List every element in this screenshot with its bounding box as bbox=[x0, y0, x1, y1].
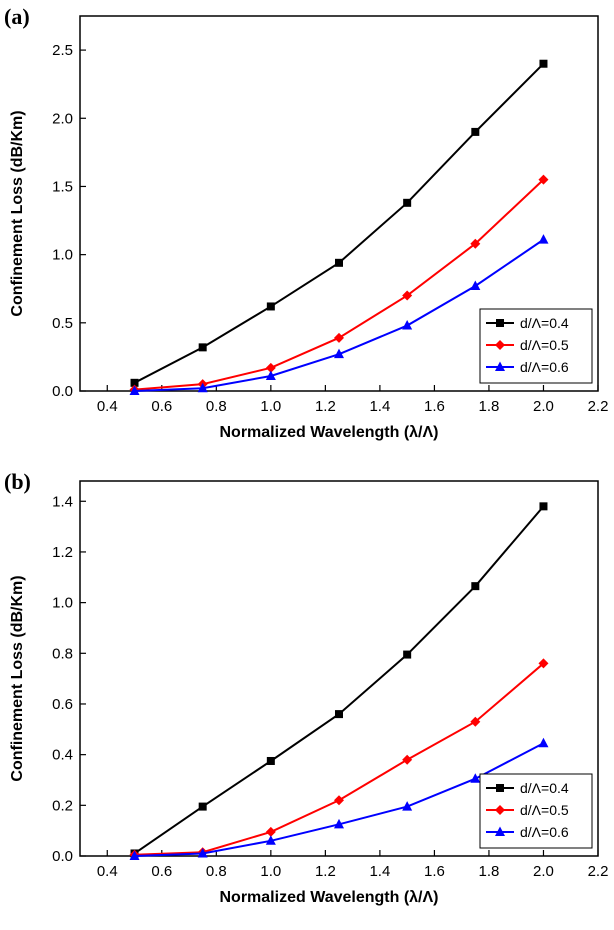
y-tick-label: 0.5 bbox=[52, 315, 73, 332]
plot-frame bbox=[79, 480, 599, 857]
data-point bbox=[334, 332, 344, 343]
data-point bbox=[335, 710, 343, 719]
data-point bbox=[470, 716, 481, 727]
legend-label: d/Λ=0.5 bbox=[520, 802, 569, 818]
chart-b: 0.4 0.6 0.8 1.0 1.2 1.4 1.6 1.8 2.0 2.2 0.0 0.2 0.4 0… bbox=[9, 480, 609, 906]
x-tick-label: 0.4 bbox=[97, 398, 118, 415]
data-point bbox=[265, 370, 276, 380]
data-point bbox=[471, 127, 480, 136]
y-tick-label: 1.0 bbox=[52, 595, 73, 612]
data-point bbox=[403, 198, 412, 207]
legend-marker bbox=[496, 784, 504, 792]
legend-marker bbox=[495, 826, 505, 836]
data-point bbox=[334, 795, 344, 806]
data-point bbox=[334, 348, 344, 359]
y-tick-label: 1.2 bbox=[52, 544, 73, 561]
data-point bbox=[402, 801, 413, 811]
legend-label: d/Λ=0.6 bbox=[520, 824, 569, 840]
x-tick-label: 0.6 bbox=[151, 398, 172, 415]
legend-label: d/Λ=0.4 bbox=[520, 315, 569, 331]
data-point bbox=[402, 754, 413, 765]
y-tick-label: 0.0 bbox=[52, 848, 73, 865]
x-tick-label: 2.0 bbox=[533, 398, 554, 415]
y-tick-label: 1.4 bbox=[52, 493, 73, 510]
x-tick-label: 2.2 bbox=[588, 398, 609, 415]
data-point bbox=[470, 238, 481, 249]
chart-panel-b: (b) 0.4 0.6 0.8 1.0 1.2 1.4 1.6 1.8 2.0 2.2 0.0 0.2… bbox=[0, 465, 614, 930]
chart-a: 0.4 0.6 0.8 1.0 1.2 1.4 1.6 1.8 2.0 2.2 0.0 0.5 1.0 1… bbox=[9, 15, 609, 441]
data-point bbox=[129, 385, 140, 395]
y-tick-label: 0.2 bbox=[52, 797, 73, 814]
y-tick-label: 1.5 bbox=[52, 178, 73, 195]
legend-label: d/Λ=0.6 bbox=[520, 359, 569, 375]
y-tick-label: 0.6 bbox=[52, 696, 73, 713]
y-tick-label: 2.0 bbox=[52, 110, 73, 127]
data-point bbox=[129, 850, 140, 860]
x-tick-label: 1.2 bbox=[315, 398, 336, 415]
data-point bbox=[198, 802, 207, 811]
y-tick-label: 2.5 bbox=[52, 42, 73, 59]
x-tick-label: 0.6 bbox=[151, 863, 172, 880]
data-point bbox=[266, 756, 275, 765]
data-point bbox=[538, 737, 549, 748]
legend-label: d/Λ=0.5 bbox=[520, 337, 569, 353]
x-tick-label: 1.4 bbox=[369, 863, 390, 880]
legend-marker bbox=[496, 319, 504, 327]
data-point bbox=[197, 382, 208, 393]
legend-marker bbox=[495, 340, 505, 350]
x-tick-label: 2.2 bbox=[588, 863, 609, 880]
x-tick-label: 1.8 bbox=[479, 398, 500, 415]
y-axis-title: Confinement Loss (dB/Km) bbox=[9, 110, 26, 316]
x-tick-label: 1.6 bbox=[424, 398, 445, 415]
data-point bbox=[335, 258, 343, 267]
y-axis-title: Confinement Loss (dB/Km) bbox=[9, 575, 26, 781]
legend-marker bbox=[495, 361, 505, 371]
data-point bbox=[265, 362, 276, 373]
x-axis-title: Normalized Wavelength (λ/Λ) bbox=[220, 889, 439, 906]
y-tick-label: 1.0 bbox=[52, 247, 73, 264]
data-point bbox=[334, 818, 344, 829]
x-tick-label: 0.8 bbox=[206, 863, 227, 880]
y-tick-label: 0.4 bbox=[52, 747, 73, 764]
data-point bbox=[265, 826, 276, 837]
x-tick-label: 0.4 bbox=[97, 863, 118, 880]
x-axis-title: Normalized Wavelength (λ/Λ) bbox=[220, 424, 439, 441]
data-point bbox=[198, 343, 207, 352]
x-tick-label: 1.8 bbox=[479, 863, 500, 880]
data-point bbox=[197, 847, 208, 858]
data-point bbox=[266, 302, 275, 311]
data-point bbox=[539, 502, 548, 511]
data-point bbox=[538, 658, 549, 669]
data-point bbox=[265, 835, 276, 845]
data-point bbox=[403, 650, 412, 659]
panel-label: (a) bbox=[4, 4, 30, 29]
data-point bbox=[402, 290, 413, 301]
data-point bbox=[471, 582, 480, 591]
x-tick-label: 1.0 bbox=[260, 398, 281, 415]
plot-frame bbox=[79, 15, 599, 392]
y-tick-label: 0.0 bbox=[52, 383, 73, 400]
data-point bbox=[470, 280, 481, 290]
x-tick-label: 1.6 bbox=[424, 863, 445, 880]
data-point bbox=[402, 320, 413, 330]
x-tick-label: 1.0 bbox=[260, 863, 281, 880]
data-point bbox=[539, 59, 548, 68]
x-tick-label: 2.0 bbox=[533, 863, 554, 880]
data-point bbox=[130, 378, 139, 387]
data-point bbox=[538, 174, 549, 185]
y-tick-label: 0.8 bbox=[52, 645, 73, 662]
panel-label: (b) bbox=[4, 469, 31, 494]
x-tick-label: 1.2 bbox=[315, 863, 336, 880]
chart-panel-a: (a) 0.4 0.6 0.8 1.0 1.2 1.4 1.6 1.8 2.0 2.2 0.0 0.5… bbox=[4, 4, 609, 441]
x-tick-label: 1.4 bbox=[369, 398, 390, 415]
legend-marker bbox=[495, 805, 505, 815]
data-point bbox=[538, 234, 549, 244]
x-tick-label: 0.8 bbox=[206, 398, 227, 415]
data-point bbox=[470, 773, 481, 783]
legend-label: d/Λ=0.4 bbox=[520, 780, 569, 796]
